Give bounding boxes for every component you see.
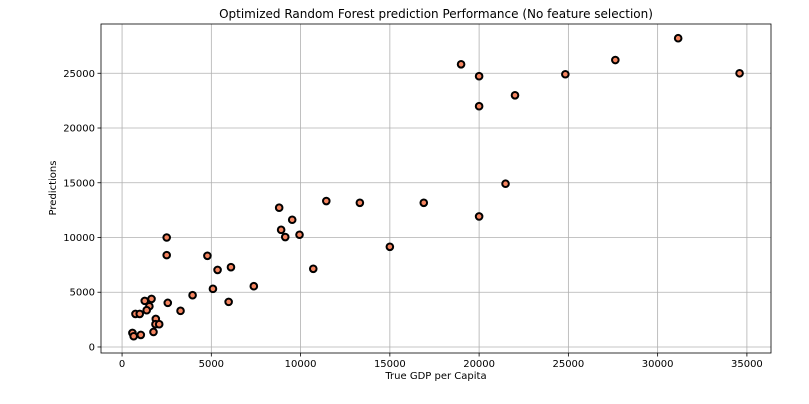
plot-frame: [100, 23, 772, 354]
y-tick-label: 10000: [63, 233, 95, 244]
data-point: [136, 330, 146, 340]
grid: [101, 24, 771, 353]
data-point: [129, 331, 138, 341]
x-tick-label: 0: [119, 359, 125, 370]
data-point: [188, 290, 197, 300]
data-point: [321, 196, 331, 206]
data-point: [280, 232, 290, 242]
x-tick-label: 10000: [285, 359, 317, 370]
data-point: [474, 212, 484, 221]
x-tick-label: 25000: [552, 359, 584, 370]
data-point: [419, 198, 429, 208]
data-point: [249, 281, 259, 291]
ticks: 0 5000 10000 15000 20000 25000 30000 35000 0 5000…: [63, 69, 763, 370]
x-tick-label: 35000: [731, 359, 763, 370]
data-point: [142, 305, 152, 315]
data-point: [308, 264, 318, 274]
data-point: [274, 203, 284, 213]
data-point: [224, 297, 233, 307]
data-point: [154, 319, 164, 329]
data-point: [561, 69, 570, 79]
data-point: [287, 215, 297, 225]
x-tick-label: 15000: [374, 359, 406, 370]
data-point: [474, 71, 484, 81]
data-point: [149, 327, 158, 337]
data-point: [135, 309, 145, 319]
y-tick-label: 0: [89, 342, 95, 353]
data-point: [163, 298, 173, 308]
data-point: [162, 250, 171, 260]
data-point: [176, 306, 185, 316]
data-point: [510, 90, 520, 100]
y-axis-label: Predictions: [48, 161, 59, 216]
x-axis-label: True GDP per Capita: [384, 371, 486, 382]
data-point: [735, 68, 744, 78]
data-point: [213, 265, 222, 275]
data-point: [162, 233, 171, 242]
data-point: [456, 59, 466, 69]
data-point: [673, 33, 683, 43]
x-tick-label: 30000: [642, 359, 674, 370]
data-point: [203, 251, 212, 261]
data-point: [611, 55, 620, 65]
points: [128, 33, 744, 341]
data-point: [385, 242, 395, 252]
data-point: [355, 198, 365, 208]
x-tick-label: 20000: [463, 359, 495, 370]
data-point: [501, 179, 510, 189]
data-point: [147, 294, 156, 304]
data-point: [295, 230, 304, 240]
y-tick-label: 5000: [70, 288, 95, 299]
data-point: [474, 101, 484, 111]
data-point: [276, 225, 286, 235]
data-point: [208, 284, 218, 294]
chart-title: Optimized Random Forest prediction Perfo…: [219, 7, 653, 21]
x-tick-label: 5000: [199, 359, 224, 370]
y-tick-label: 20000: [63, 124, 95, 135]
y-tick-label: 25000: [63, 69, 95, 80]
y-tick-label: 15000: [63, 178, 95, 189]
data-point: [226, 262, 236, 272]
